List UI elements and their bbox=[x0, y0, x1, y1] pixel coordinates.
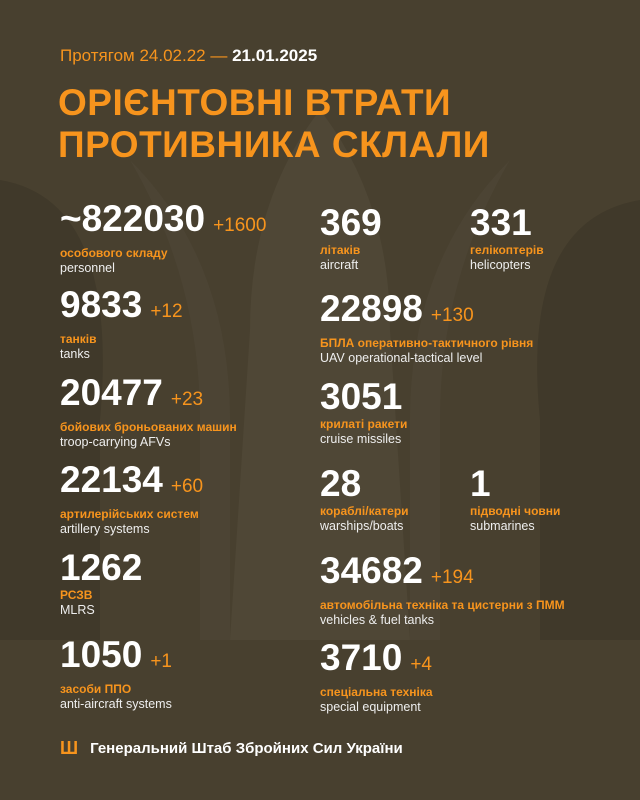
stat-value: 369 bbox=[320, 204, 382, 242]
stat-value: 1 bbox=[470, 465, 560, 503]
title-line-2: ПРОТИВНИКА СКЛАЛИ bbox=[58, 124, 490, 165]
stat-value: 3710 +4 bbox=[320, 639, 433, 684]
stat-item: 3051 крилаті ракети cruise missiles bbox=[320, 378, 407, 447]
stat-label-en: MLRS bbox=[60, 603, 95, 617]
stat-number: ~822030 bbox=[60, 198, 206, 239]
stat-item: ~822030 +1600 особового складу personnel bbox=[60, 200, 266, 276]
stat-label-en: helicopters bbox=[470, 258, 531, 272]
stat-delta: +1600 bbox=[213, 215, 267, 236]
stat-value: 20477 +23 bbox=[60, 374, 237, 419]
stat-number: 1262 bbox=[60, 547, 143, 588]
stat-number: 22134 bbox=[60, 459, 163, 500]
stat-label-ua: танків bbox=[60, 332, 97, 346]
stat-item: 22898 +130 БПЛА оперативно-тактичного рівн… bbox=[320, 290, 533, 366]
stat-label-ua: спеціальна техніка bbox=[320, 685, 433, 699]
stat-number: 369 bbox=[320, 202, 382, 243]
stat-label-ua: засоби ППО bbox=[60, 682, 132, 696]
stat-value: 331 bbox=[470, 204, 544, 242]
trident-icon: Ш bbox=[60, 738, 79, 758]
stat-item: 1262 РСЗВ MLRS bbox=[60, 549, 142, 618]
stat-value: 22898 +130 bbox=[320, 290, 533, 335]
stat-label-ua: підводні човни bbox=[470, 504, 561, 518]
stat-item: 28 кораблі/катери warships/boats bbox=[320, 465, 409, 534]
stat-label-ua: бойових броньованих машин bbox=[60, 420, 237, 434]
stat-label-en: submarines bbox=[470, 519, 535, 533]
stat-delta: +194 bbox=[430, 567, 474, 588]
stat-item: 9833 +12 танків tanks bbox=[60, 286, 183, 362]
stat-label-en: aircraft bbox=[320, 258, 359, 272]
stat-number: 3710 bbox=[320, 637, 403, 678]
stat-label-ua: автомобільна техніка та цистерни з ПММ bbox=[320, 598, 565, 612]
stat-label-en: warships/boats bbox=[320, 519, 404, 533]
stat-item: 331 гелікоптерів helicopters bbox=[470, 204, 544, 273]
stat-item: 369 літаків aircraft bbox=[320, 204, 382, 273]
stat-number: 34682 bbox=[320, 550, 423, 591]
stat-item: 3710 +4 спеціальна техніка special equipmen… bbox=[320, 639, 433, 715]
stat-delta: +130 bbox=[430, 305, 474, 326]
stat-value: 34682 +194 bbox=[320, 552, 565, 597]
stat-label-en: special equipment bbox=[320, 700, 421, 714]
stat-number: 20477 bbox=[60, 372, 163, 413]
stat-label-ua: гелікоптерів bbox=[470, 243, 544, 257]
stat-delta: +23 bbox=[170, 389, 204, 410]
stat-delta: +60 bbox=[170, 476, 204, 497]
stat-value: 1050 +1 bbox=[60, 636, 172, 681]
stat-label-en: UAV operational-tactical level bbox=[320, 351, 483, 365]
stat-item: 34682 +194 автомобільна техніка та цистерн… bbox=[320, 552, 565, 628]
stat-label-en: cruise missiles bbox=[320, 432, 402, 446]
stat-label-ua: БПЛА оперативно-тактичного рівня bbox=[320, 336, 534, 350]
stat-number: 1050 bbox=[60, 634, 143, 675]
stat-label-en: vehicles & fuel tanks bbox=[320, 613, 434, 627]
stat-label-en: personnel bbox=[60, 261, 115, 275]
stat-number: 9833 bbox=[60, 284, 143, 325]
stat-item: 22134 +60 артилерійських систем artillery s… bbox=[60, 461, 203, 537]
stat-number: 28 bbox=[320, 463, 362, 504]
stat-number: 22898 bbox=[320, 288, 423, 329]
stat-value: 22134 +60 bbox=[60, 461, 203, 506]
stat-delta: +12 bbox=[150, 301, 183, 322]
stat-label-ua: кораблі/катери bbox=[320, 504, 409, 518]
period-start: Протягом 24.02.22 — bbox=[60, 46, 228, 65]
stat-number: 1 bbox=[470, 463, 491, 504]
stat-number: 331 bbox=[470, 202, 532, 243]
stat-item: 1 підводні човни submarines bbox=[470, 465, 560, 534]
stat-label-en: tanks bbox=[60, 347, 90, 361]
title-line-1: ОРІЄНТОВНІ ВТРАТИ bbox=[58, 82, 452, 123]
footer-org: Генеральний Штаб Збройних Сил України bbox=[90, 740, 403, 757]
footer: Ш Генеральний Штаб Збройних Сил України bbox=[60, 738, 403, 759]
period: Протягом 24.02.22 — 21.01.2025 bbox=[60, 46, 317, 66]
stat-label-en: anti-aircraft systems bbox=[60, 697, 172, 711]
stat-delta: +1 bbox=[150, 651, 172, 672]
stat-label-ua: артилерійських систем bbox=[60, 507, 199, 521]
stat-value: 3051 bbox=[320, 378, 407, 416]
stat-label-en: troop-carrying AFVs bbox=[60, 435, 171, 449]
page-title: ОРІЄНТОВНІ ВТРАТИ ПРОТИВНИКА СКЛАЛИ bbox=[58, 82, 490, 166]
stat-delta: +4 bbox=[410, 654, 432, 675]
stat-value: 9833 +12 bbox=[60, 286, 183, 331]
stat-label-ua: літаків bbox=[320, 243, 361, 257]
stat-label-en: artillery systems bbox=[60, 522, 150, 536]
stat-number: 3051 bbox=[320, 376, 403, 417]
stat-label-ua: крилаті ракети bbox=[320, 417, 408, 431]
stat-value: 28 bbox=[320, 465, 409, 503]
stat-label-ua: особового складу bbox=[60, 246, 168, 260]
stat-label-ua: РСЗВ bbox=[60, 588, 93, 602]
period-end: 21.01.2025 bbox=[232, 46, 318, 65]
stat-item: 1050 +1 засоби ППО anti-aircraft systems bbox=[60, 636, 172, 712]
stat-item: 20477 +23 бойових броньованих машин troop-c… bbox=[60, 374, 237, 450]
stat-value: ~822030 +1600 bbox=[60, 200, 266, 245]
stat-value: 1262 bbox=[60, 549, 142, 587]
